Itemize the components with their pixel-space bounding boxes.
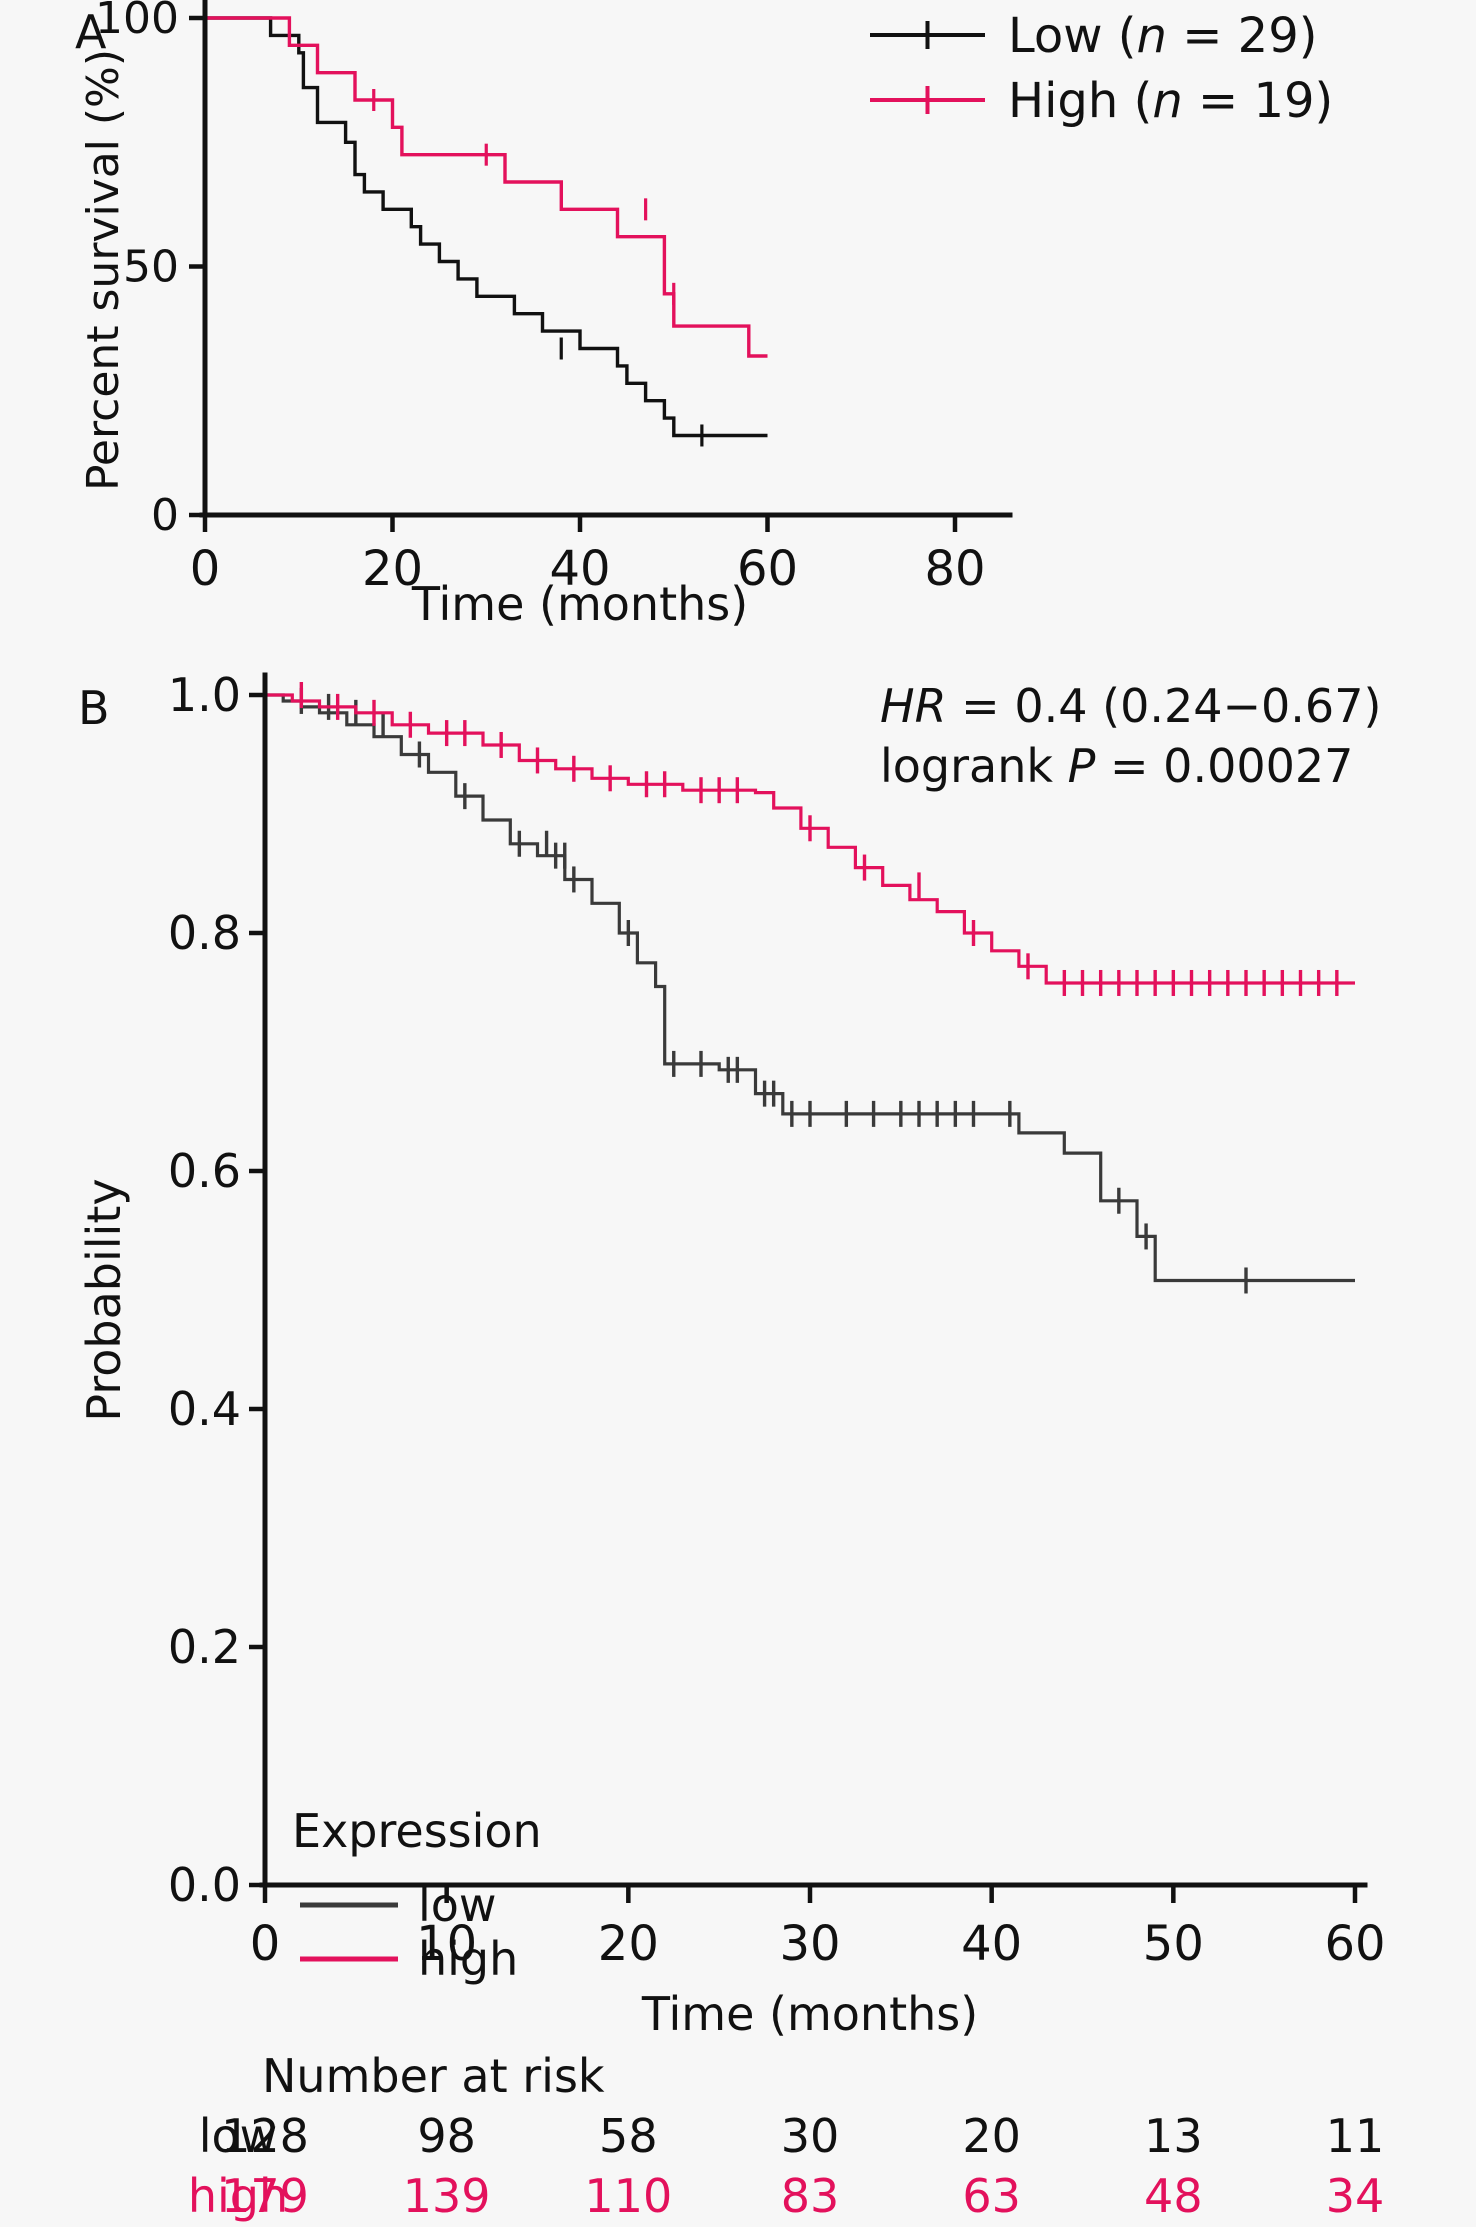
risk-table-cell: 58 <box>599 2109 658 2163</box>
panel-a-x-axis-title: Time (months) <box>411 577 748 631</box>
panel-a-x-tick-label: 0 <box>190 541 221 597</box>
panel-a-legend: Low (n = 29) High (n = 19) <box>870 8 1333 129</box>
risk-table-cell: 13 <box>1144 2109 1203 2163</box>
risk-table-cell: 30 <box>781 2109 840 2163</box>
panel-a-canvas: 0 50 100 0 20 40 60 80 Time (months) Percent surv… <box>78 0 1333 631</box>
panel-a-x-tick-label: 80 <box>924 541 985 597</box>
panel-a-letter: A <box>75 5 107 59</box>
risk-table-cell: 63 <box>962 2169 1021 2223</box>
panel-b-logrank-annotation: logrank P = 0.00027 <box>880 739 1353 793</box>
risk-table-row-label-high: high <box>188 2169 288 2223</box>
risk-table-cell: 179 <box>221 2169 309 2223</box>
panel-b: 0.0 0.2 0.4 0.6 0.8 1.0 0 10 20 30 40 50 60 Time (mon… <box>0 660 1476 2227</box>
panel-b-y-axis-title: Probability <box>77 1178 131 1421</box>
panel-b-y-tick-label: 0.8 <box>168 906 241 960</box>
panel-b-x-tick-label: 60 <box>1324 1916 1385 1972</box>
risk-table-cell: 48 <box>1144 2169 1203 2223</box>
panel-b-y-tick-label: 0.6 <box>168 1144 241 1198</box>
risk-table-cell: 139 <box>403 2169 491 2223</box>
panel-a-x-tick-label: 40 <box>549 541 610 597</box>
panel-b-legend-label-high: high <box>418 1932 518 1986</box>
panel-a-y-tick-label: 100 <box>95 0 179 44</box>
risk-table-cell: 110 <box>584 2169 672 2223</box>
panel-b-x-tick-label: 10 <box>416 1916 477 1972</box>
risk-table-cell: 98 <box>417 2109 476 2163</box>
panel-b-letter: B <box>78 681 110 735</box>
panel-a-legend-label: High (n = 19) <box>1008 73 1333 129</box>
panel-b-y-tick-label: 0.4 <box>168 1382 241 1436</box>
panel-a-plot: 0 50 100 0 20 40 60 80 Time (months) Percent surv… <box>78 0 1013 631</box>
panel-b-x-tick-label: 30 <box>779 1916 840 1972</box>
risk-table-cell: 20 <box>962 2109 1021 2163</box>
panel-a-y-tick-label: 50 <box>123 242 179 293</box>
panel-b-y-tick-label: 0.0 <box>168 1858 241 1912</box>
panel-b-curve-low <box>265 693 1355 1283</box>
panel-a-y-axis-title: Percent survival (%) <box>78 49 129 491</box>
panel-b-x-tick-label: 20 <box>598 1916 659 1972</box>
panel-b-plot: 0.0 0.2 0.4 0.6 0.8 1.0 0 10 20 30 40 50 60 Time (mon… <box>77 668 1386 2041</box>
risk-table-cell: 83 <box>781 2169 840 2223</box>
panel-b-y-tick-label: 0.2 <box>168 1620 241 1674</box>
panel-a-y-tick-label: 0 <box>151 490 179 541</box>
panel-b-curve-high <box>265 693 1355 985</box>
panel-b-x-tick-label: 0 <box>250 1916 281 1972</box>
panel-b-hr-annotation: HR = 0.4 (0.24−0.67) <box>880 679 1381 733</box>
panel-b-canvas: 0.0 0.2 0.4 0.6 0.8 1.0 0 10 20 30 40 50 60 Time (mon… <box>77 668 1386 2223</box>
risk-table-cell: 128 <box>221 2109 309 2163</box>
panel-a: 0 50 100 0 20 40 60 80 Time (months) Percent surv… <box>0 0 1476 660</box>
panel-b-y-tick-label: 1.0 <box>168 668 241 722</box>
panel-b-legend-label-low: low <box>418 1878 497 1932</box>
panel-b-x-tick-label: 50 <box>1143 1916 1204 1972</box>
panel-a-curve-low <box>205 16 768 438</box>
risk-table-cell: 34 <box>1326 2169 1385 2223</box>
panel-b-x-axis-title: Time (months) <box>641 1987 978 2041</box>
panel-a-x-tick-label: 60 <box>737 541 798 597</box>
risk-table-title: Number at risk <box>262 2049 605 2103</box>
risk-table-row-label-low: low <box>199 2109 278 2163</box>
risk-table-cell: 11 <box>1326 2109 1385 2163</box>
panel-b-legend-title: Expression <box>292 1804 542 1858</box>
panel-a-legend-label: Low (n = 29) <box>1008 8 1317 64</box>
panel-a-x-tick-label: 20 <box>362 541 423 597</box>
panel-a-curve-high <box>205 16 768 358</box>
panel-b-x-tick-label: 40 <box>961 1916 1022 1972</box>
